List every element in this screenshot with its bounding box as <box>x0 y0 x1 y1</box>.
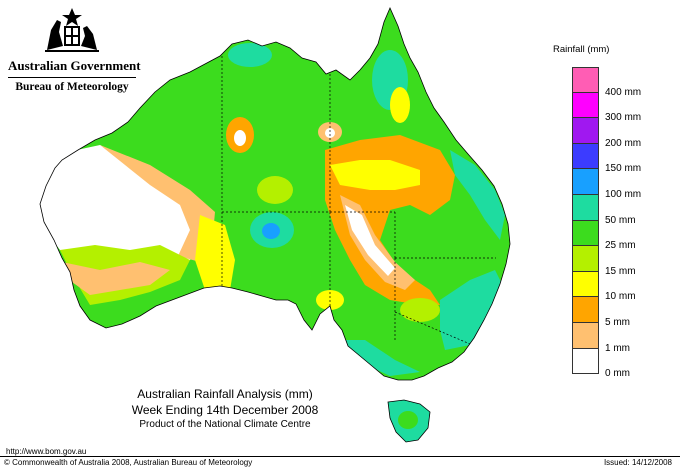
government-branding: Australian Government Bureau of Meteorol… <box>8 6 141 93</box>
legend-label: 15 mm <box>605 265 636 277</box>
blue-patch-central <box>262 223 280 239</box>
legend-swatch <box>572 246 599 272</box>
yellow-band-north-central <box>330 160 420 190</box>
legend-label: 0 mm <box>605 368 630 380</box>
legend-swatch <box>572 194 599 221</box>
legend-label: 1 mm <box>605 342 630 354</box>
tasmania <box>387 399 431 443</box>
teal-patch-kimberley <box>228 43 272 67</box>
bureau-title: Bureau of Meteorology <box>15 81 129 93</box>
nodata-patch-nt <box>234 130 246 146</box>
tasmania-inland-green <box>398 411 418 429</box>
rainfall-legend: 400 mm 300 mm 200 mm 150 mm 100 mm 50 mm 25 mm… <box>572 67 641 379</box>
nodata-patch-gulf <box>325 128 335 138</box>
yellow-patch-cape-york <box>390 87 410 123</box>
legend-label: 10 mm <box>605 291 636 303</box>
caption-producer: Product of the National Climate Centre <box>139 419 311 430</box>
legend-swatch <box>572 220 599 247</box>
coat-of-arms-icon <box>45 8 99 52</box>
legend-label: 200 mm <box>605 137 642 149</box>
issued-date: Issued: 14/12/2008 <box>603 458 672 467</box>
legend-label: 400 mm <box>605 86 642 98</box>
footer-divider <box>0 456 680 457</box>
caption-title: Australian Rainfall Analysis (mm) <box>137 387 313 401</box>
teal-region-east-coast <box>450 150 505 240</box>
legend-label: 5 mm <box>605 317 630 328</box>
legend-swatch <box>572 348 599 375</box>
legend-label: 50 mm <box>605 214 636 226</box>
teal-region-southeast <box>440 270 505 350</box>
lime-patch-central <box>257 176 293 204</box>
teal-region-south-coast <box>330 340 420 376</box>
border-nsw-vic <box>394 311 471 345</box>
legend-swatch <box>572 322 599 349</box>
legend-swatch <box>572 118 599 144</box>
nodata-region-lake-eyre <box>345 205 395 276</box>
legend-swatch <box>572 92 599 119</box>
map-caption: Australian Rainfall Analysis (mm) Week E… <box>120 386 330 432</box>
yellow-band-central-west <box>195 215 235 290</box>
coastline-mainland <box>39 7 511 381</box>
legend-swatch <box>572 143 599 170</box>
legend-label: 300 mm <box>605 112 642 124</box>
government-title: Australian Government <box>8 58 141 78</box>
lime-patch-victoria <box>400 298 440 322</box>
legend-label: 25 mm <box>605 240 636 252</box>
nodata-region-west <box>40 145 210 270</box>
bom-url-link[interactable]: http://www.bom.gov.au <box>6 447 87 456</box>
legend-label: 150 mm <box>605 163 642 175</box>
legend-title: Rainfall (mm) <box>553 44 610 55</box>
caption-period: Week Ending 14th December 2008 <box>131 403 319 417</box>
dry-band-southwest <box>62 262 170 295</box>
copyright-text: © Commonwealth of Australia 2008, Austra… <box>4 458 253 467</box>
legend-swatch <box>572 169 599 195</box>
legend-label: 100 mm <box>605 189 642 200</box>
state-borders <box>221 56 496 345</box>
legend-swatch <box>572 271 599 298</box>
legend-swatch <box>572 67 599 93</box>
legend-swatch <box>572 297 599 323</box>
